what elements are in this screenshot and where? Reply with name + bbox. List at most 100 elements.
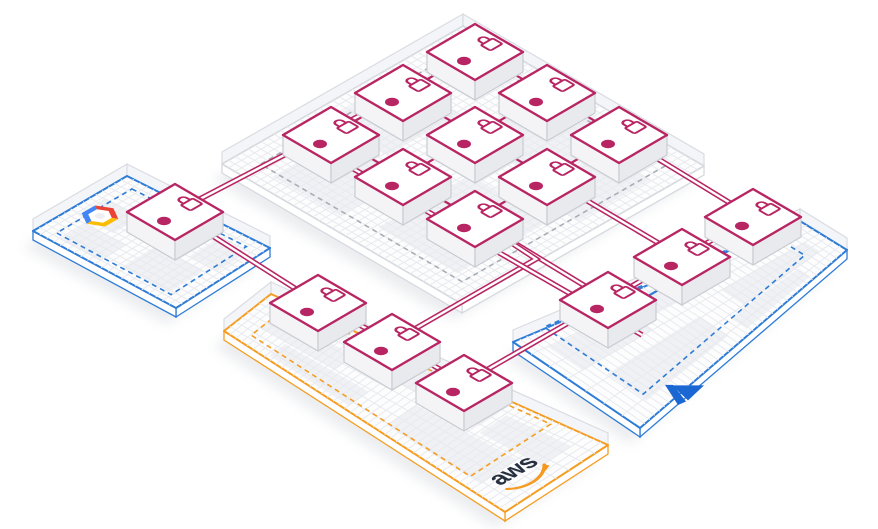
padlock-body [480,121,503,134]
aws-swoosh [505,463,547,491]
status-dot [457,56,471,66]
server-box-top [569,105,669,165]
status-dot [446,387,460,397]
padlock-body [552,79,575,92]
aws-node-2 [342,312,442,391]
padlock-shackle [549,77,564,86]
aws-node-1 [268,273,368,352]
padlock-body [397,328,420,341]
server-box-top [497,147,597,207]
core-node-4 [281,105,381,184]
server-box-top [353,63,453,123]
padlock-body [408,163,431,176]
padlock-icon [177,196,203,211]
server-box-top [497,63,597,123]
gcp-hex-center [92,211,108,221]
status-dot [664,261,678,271]
core-node-6 [569,105,669,184]
gcp-node-1 [125,182,225,261]
padlock-icon [477,119,503,134]
core-node-7 [353,147,453,226]
padlock-shackle [466,367,481,376]
padlock-shackle [333,119,348,128]
status-dot [735,221,749,231]
core-node-9 [425,189,525,268]
status-dot [590,304,604,314]
server-box-top [558,270,658,330]
core-node-2 [353,63,453,142]
status-dot [385,97,399,107]
server-box-top [353,147,453,207]
server-box-top [281,105,381,165]
status-dot [374,346,388,356]
status-dot [457,139,471,149]
padlock-body [469,369,492,382]
padlock-icon [333,119,359,134]
padlock-body [613,286,636,299]
padlock-shackle [320,287,335,296]
padlock-icon [405,77,431,92]
status-dot [529,181,543,191]
padlock-body [180,198,203,211]
padlock-shackle [405,161,420,170]
core-node-1 [425,22,525,101]
status-dot [601,139,615,149]
aws-swoosh-tip [544,464,550,471]
azure-a-right-stroke [672,385,705,401]
status-dot [385,181,399,191]
azure-node-3 [703,187,803,266]
padlock-shackle [610,284,625,293]
padlock-shackle [477,36,492,45]
status-dot [313,139,327,149]
padlock-icon [621,119,647,134]
padlock-icon [477,36,503,51]
server-nodes [125,22,803,432]
server-box-top [632,227,732,287]
core-node-8 [497,147,597,226]
padlock-body [758,203,781,216]
padlock-shackle [405,77,420,86]
padlock-body [624,121,647,134]
status-dot [300,307,314,317]
google-cloud-logo [81,205,119,227]
server-box-top [425,189,525,249]
padlock-icon [477,203,503,218]
server-box-top [342,312,442,372]
padlock-body [336,121,359,134]
padlock-shackle [394,326,409,335]
server-box-top [268,273,368,333]
padlock-shackle [684,241,699,250]
status-dot [457,223,471,233]
padlock-shackle [177,196,192,205]
padlock-body [408,79,431,92]
padlock-icon [549,161,575,176]
server-box-top [703,187,803,247]
azure-a-left-stroke [665,384,687,405]
aws-node-3 [414,353,514,432]
padlock-shackle [621,119,636,128]
status-dot [529,97,543,107]
server-box-top [425,105,525,165]
padlock-shackle [549,161,564,170]
padlock-icon [320,287,346,302]
padlock-body [687,243,710,256]
server-box-top [425,22,525,82]
azure-node-2 [632,227,732,306]
padlock-body [323,289,346,302]
padlock-shackle [477,119,492,128]
padlock-icon [549,77,575,92]
padlock-shackle [755,201,770,210]
padlock-body [480,38,503,51]
server-box-top [414,353,514,413]
padlock-icon [684,241,710,256]
status-dot [157,216,171,226]
padlock-icon [394,326,420,341]
azure-logo [665,384,705,405]
core-node-3 [497,63,597,142]
padlock-icon [466,367,492,382]
server-box-top [125,182,225,242]
checker-patch [269,344,369,406]
padlock-shackle [477,203,492,212]
padlock-icon [405,161,431,176]
